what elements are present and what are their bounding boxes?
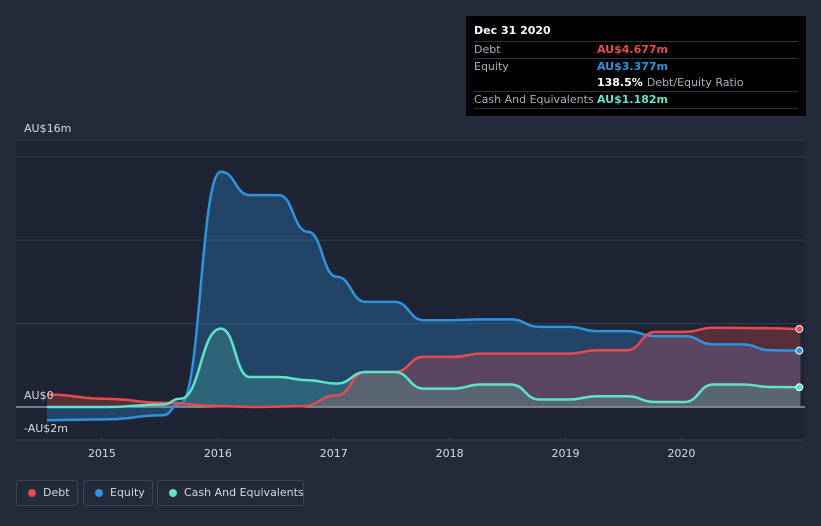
tooltip-row-debt: Debt AU$4.677m: [474, 41, 798, 58]
end-marker-debt: [795, 324, 804, 333]
tooltip-row-cash: Cash And Equivalents AU$1.182m: [474, 91, 798, 109]
area-cash-and-equivalents: [47, 328, 801, 407]
x-tick-label-2017: 2017: [320, 447, 348, 460]
line-debt: [46, 326, 801, 409]
tooltip-debt-label: Debt: [474, 43, 501, 56]
plot-area-shade: [16, 140, 805, 440]
end-markers: [795, 324, 804, 392]
line-equity: [46, 170, 801, 422]
area-equity: [47, 171, 801, 421]
tooltip-ratio-value: 138.5%: [597, 76, 643, 89]
line-cash-and-equivalents: [46, 327, 801, 409]
tooltip-date: Dec 31 2020: [474, 24, 551, 37]
legend-dot-equity: [95, 489, 103, 497]
y-tick-label-0: AU$16m: [24, 122, 71, 135]
legend-dot-debt: [28, 489, 36, 497]
tooltip-ratio: 138.5% Debt/Equity Ratio: [597, 75, 744, 91]
legend-dot-cash: [169, 489, 177, 497]
area-debt: [47, 327, 801, 407]
axis-labels: AU$16m AU$0 -AU$2m 2015 2016 2017 2018 2019 2020: [24, 122, 695, 460]
x-tick-label-2015: 2015: [88, 447, 116, 460]
y-tick-label-1: AU$0: [24, 389, 54, 402]
legend-item-debt[interactable]: Debt: [16, 480, 78, 506]
tooltip-row-equity: Equity AU$3.377m: [474, 58, 798, 75]
tooltip-ratio-label: Debt/Equity Ratio: [646, 76, 744, 89]
legend-label-equity: Equity: [110, 486, 145, 499]
legend-label-cash: Cash And Equivalents: [184, 486, 304, 499]
legend-label-debt: Debt: [43, 486, 70, 499]
legend-item-cash[interactable]: Cash And Equivalents: [157, 480, 304, 506]
tooltip-equity-label: Equity: [474, 60, 509, 73]
series-areas: [47, 171, 801, 421]
tooltip-cash-value: AU$1.182m: [597, 93, 669, 106]
tooltip-cash-label: Cash And Equivalents: [474, 93, 594, 106]
end-marker-cash-and-equivalents: [795, 383, 804, 392]
grid-lines: [16, 139, 805, 441]
end-marker-equity: [795, 346, 804, 355]
tooltip-row-ratio: 138.5% Debt/Equity Ratio: [474, 75, 798, 91]
tooltip-panel: Dec 31 2020 Debt AU$4.677m Equity AU$3.3…: [466, 16, 806, 116]
legend-item-equity[interactable]: Equity: [83, 480, 153, 506]
x-tick-label-2018: 2018: [436, 447, 464, 460]
tooltip-equity-value: AU$3.377m: [597, 60, 669, 73]
tooltip-debt-value: AU$4.677m: [597, 43, 669, 56]
series-lines: [46, 170, 801, 422]
x-tick-label-2016: 2016: [204, 447, 232, 460]
x-tick-label-2020: 2020: [667, 447, 695, 460]
y-tick-label-2: -AU$2m: [24, 422, 68, 435]
x-tick-label-2019: 2019: [552, 447, 580, 460]
